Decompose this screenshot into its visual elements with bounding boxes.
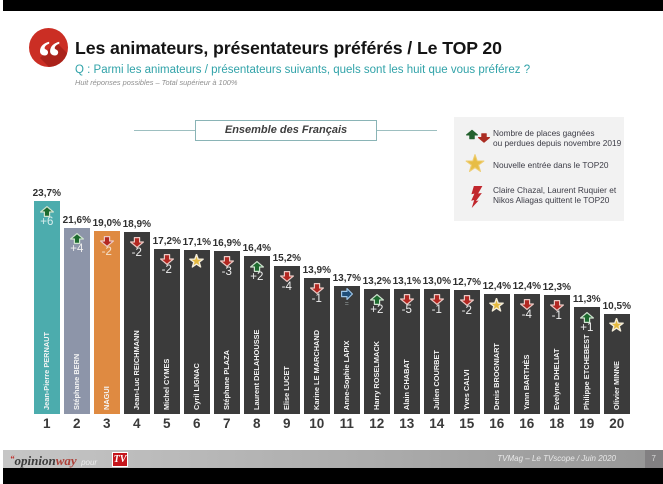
svg-text:“: “: [38, 31, 61, 67]
